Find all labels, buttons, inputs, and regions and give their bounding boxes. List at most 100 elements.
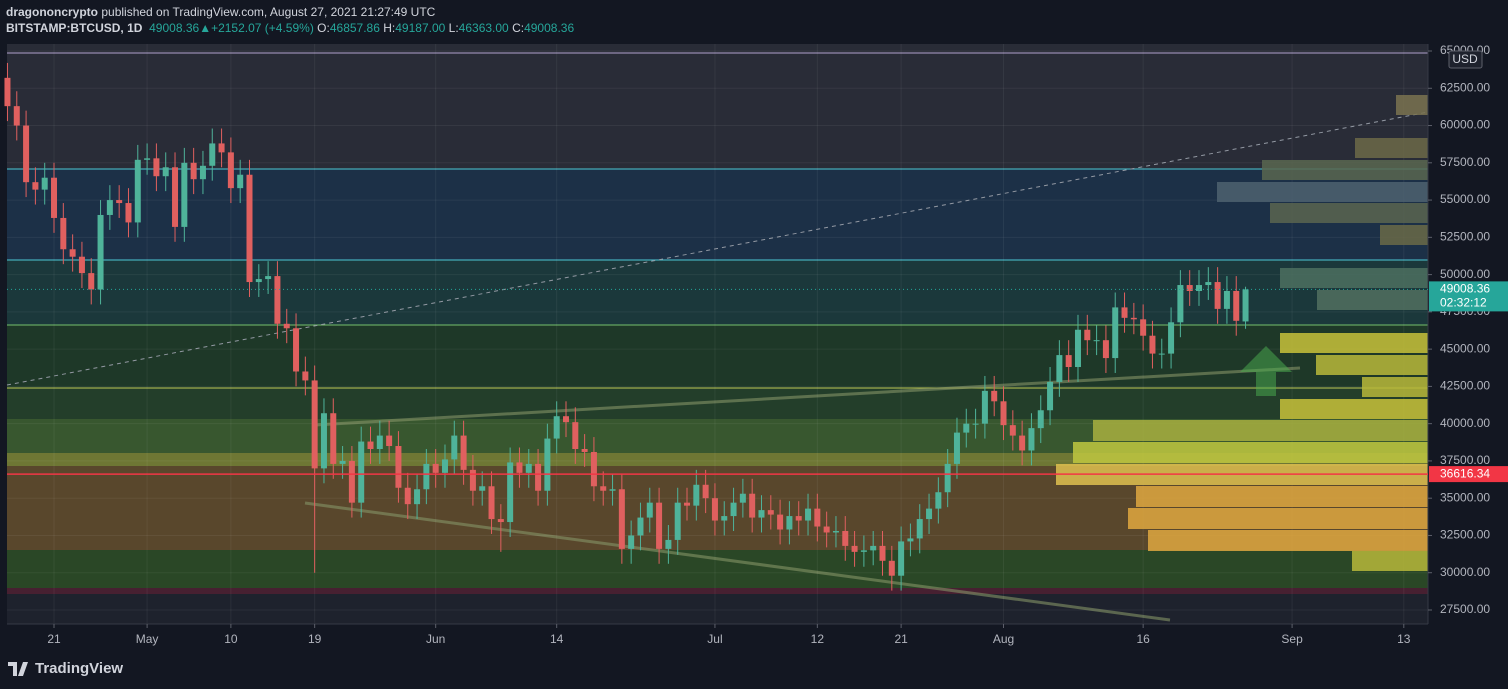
candle-body (88, 273, 95, 290)
candle-body (1112, 307, 1119, 359)
y-tick-label: 37500.00 (1440, 453, 1490, 467)
currency-badge (1448, 50, 1483, 69)
profile-bar (1396, 95, 1428, 115)
candle-body (283, 323, 290, 329)
x-tick-label: 12 (811, 632, 825, 646)
profile-bar (1362, 377, 1428, 397)
candle-body (981, 390, 988, 424)
profile-bar (1316, 355, 1428, 375)
symbol: BITSTAMP:BTCUSD, 1D (6, 21, 143, 35)
change: +2152.07 (+4.59%) (211, 21, 314, 35)
candle-body (348, 460, 355, 503)
candle-body (739, 493, 746, 503)
candle-body (404, 487, 411, 505)
candle-body (963, 423, 970, 433)
candle-body (1102, 340, 1109, 359)
c-label: C: (512, 21, 525, 35)
publisher: dragononcrypto (6, 5, 98, 19)
y-tick-label: 35000.00 (1440, 490, 1490, 504)
y-tick-label: 42500.00 (1440, 379, 1490, 393)
profile-bar (1270, 203, 1428, 223)
candle-body (758, 510, 765, 518)
low: 46363.00 (458, 21, 509, 35)
candle-body (237, 174, 244, 189)
profile-bar (1217, 182, 1428, 202)
candle-body (814, 508, 821, 527)
candle-body (69, 249, 76, 257)
candle-body (991, 390, 998, 402)
candle-body (60, 217, 67, 250)
candle-body (1000, 401, 1007, 426)
footer: TradingView (8, 660, 123, 677)
candle-body (1214, 282, 1221, 309)
x-tick-label: 19 (308, 632, 322, 646)
price-badge (1429, 281, 1508, 312)
candle-body (255, 279, 262, 283)
candle-body (125, 203, 132, 223)
candle-body (209, 143, 216, 166)
candle-body (1037, 410, 1044, 429)
candle-body (888, 560, 895, 576)
header: dragononcrypto published on TradingView.… (6, 4, 574, 36)
candle-body (711, 498, 718, 521)
x-tick-label: Aug (993, 632, 1014, 646)
y-tick-label: 60000.00 (1440, 118, 1490, 132)
candle-body (51, 177, 58, 218)
zone (7, 169, 1428, 260)
x-tick-label: 13 (1397, 632, 1411, 646)
high: 49187.00 (395, 21, 446, 35)
candle-body (274, 276, 281, 324)
candle-body (1130, 317, 1137, 320)
candle-body (516, 462, 523, 473)
candle-body (1149, 335, 1156, 354)
candle-body (1233, 290, 1240, 321)
candle-body (572, 422, 579, 450)
candle-body (488, 486, 495, 520)
arrow: ▲ (199, 21, 212, 35)
candle-body (702, 484, 709, 499)
logo (8, 661, 28, 676)
profile-bar (1136, 486, 1428, 507)
candle-body (590, 451, 597, 487)
candle-body (860, 550, 867, 552)
y-tick-label: 45000.00 (1440, 341, 1490, 355)
o-label: O: (317, 21, 330, 35)
candle-body (525, 463, 532, 473)
candle-body (13, 106, 20, 126)
close: 49008.36 (524, 21, 575, 35)
profile-bar (1093, 420, 1428, 441)
y-tick-label: 57500.00 (1440, 155, 1490, 169)
candle-body (162, 167, 169, 177)
candle-body (1065, 355, 1072, 368)
level-badge-label: 36616.34 (1440, 466, 1490, 480)
candle-body (106, 200, 113, 215)
price-badge-label: 49008.36 (1440, 282, 1490, 296)
candle-body (656, 502, 663, 549)
profile-bar (1148, 530, 1428, 551)
candle-body (23, 125, 30, 183)
candle-body (1186, 285, 1193, 291)
trend-line (314, 366, 1301, 427)
candle-body (944, 463, 951, 493)
candle-body (935, 492, 942, 509)
h-label: H: (383, 21, 396, 35)
candle-body (581, 449, 588, 452)
candle-body (358, 441, 365, 503)
candles (4, 62, 1249, 591)
candle-body (507, 462, 514, 523)
candle-body (618, 489, 625, 549)
candle-body (1196, 285, 1203, 291)
profile-bar (1380, 225, 1428, 245)
candle-body (1223, 290, 1230, 309)
y-tick-label: 27500.00 (1440, 602, 1490, 616)
x-tick-label: Sep (1281, 632, 1303, 646)
x-tick-label: Jul (707, 632, 722, 646)
candle-body (451, 435, 458, 460)
candle-body (795, 516, 802, 521)
candle-body (777, 514, 784, 530)
published: published on TradingView.com, August 27,… (101, 5, 436, 19)
last-price: 49008.36 (149, 21, 200, 35)
candle-body (693, 484, 700, 506)
y-tick-label: 52500.00 (1440, 230, 1490, 244)
